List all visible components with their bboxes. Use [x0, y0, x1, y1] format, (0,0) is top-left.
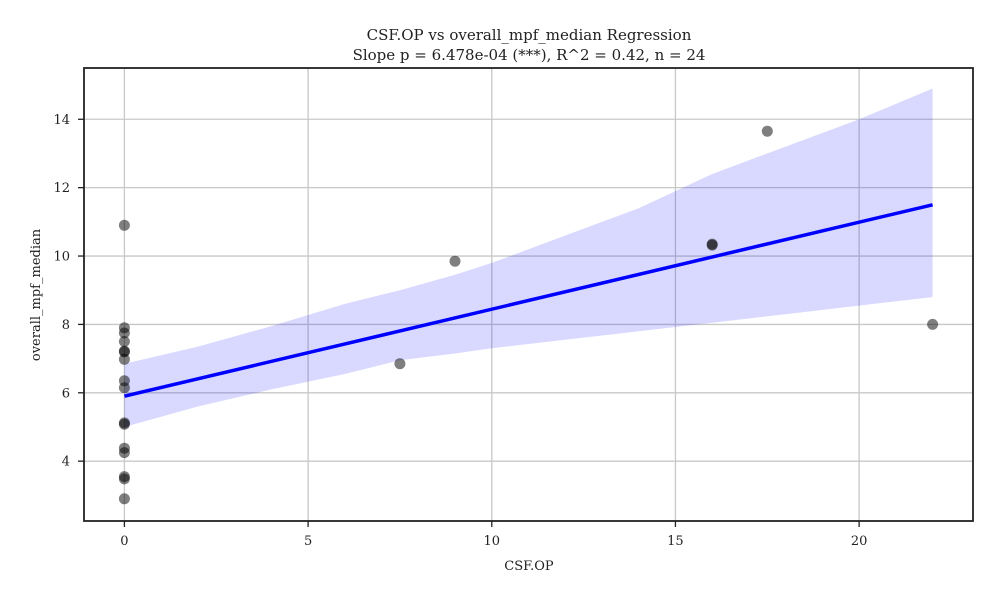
y-tick-label-0: 4: [62, 455, 70, 470]
x-tick-label-2: 10: [483, 534, 500, 549]
y-axis-label: overall_mpf_median: [29, 228, 44, 361]
ci-band-area: [124, 88, 933, 427]
x-tick-label-1: 5: [304, 534, 312, 549]
plot-frame: [83, 67, 974, 522]
regression-line: [123, 203, 934, 398]
data-point-14: [118, 473, 130, 485]
y-tick-label-1: 6: [62, 386, 70, 401]
data-point-21: [927, 318, 939, 330]
x-tick-label-3: 15: [667, 534, 684, 549]
regression-line-group: [123, 203, 934, 398]
data-point-2: [118, 327, 130, 339]
x-tick-label-0: 0: [120, 534, 128, 549]
scatter-points: [118, 125, 939, 505]
axis-ticks: 0 5 10 15 20 4 6 8 10 12 14: [53, 113, 867, 549]
data-point-20: [761, 125, 773, 137]
data-point-16: [394, 358, 406, 370]
y-tick-label-3: 10: [53, 250, 70, 265]
y-tick-label-2: 8: [62, 318, 70, 333]
data-point-10: [118, 418, 130, 430]
data-point-3: [118, 336, 130, 347]
data-point-12: [118, 447, 130, 459]
chart-subtitle: Slope p = 6.478e-04 (***), R^2 = 0.42, n…: [353, 46, 706, 64]
data-point-0: [118, 219, 130, 231]
x-axis-label: CSF.OP: [504, 559, 554, 574]
data-point-19: [706, 239, 718, 251]
confidence-band: [124, 88, 933, 427]
data-point-6: [118, 353, 130, 365]
y-tick-label-4: 12: [53, 181, 70, 196]
y-tick-label-5: 14: [53, 113, 70, 128]
chart-title: CSF.OP vs overall_mpf_median Regression: [367, 26, 692, 44]
data-point-17: [449, 255, 461, 267]
grid-lines: [84, 68, 973, 521]
data-point-15: [118, 493, 130, 505]
x-tick-label-4: 20: [851, 534, 868, 549]
data-point-8: [118, 382, 130, 394]
